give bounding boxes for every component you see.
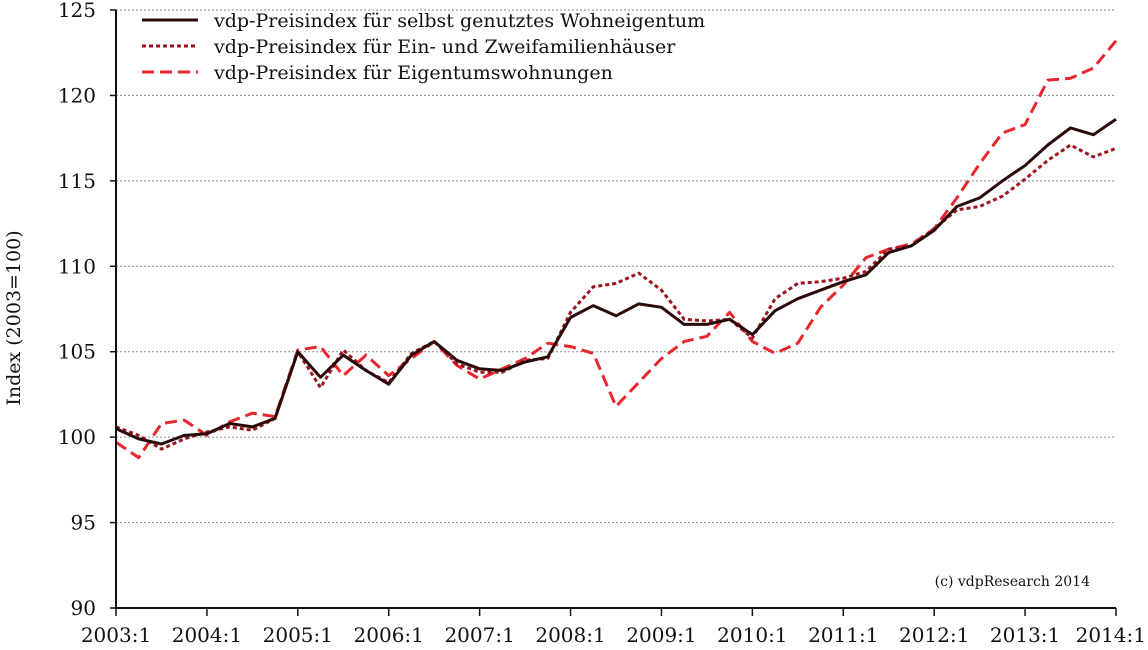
y-tick-label: 95	[71, 511, 96, 535]
y-tick-label: 100	[58, 425, 96, 449]
x-tick-label: 2003:1	[81, 623, 151, 647]
y-tick-labels: 90 95 100 105 110 115 120 125	[58, 0, 96, 620]
x-tick-label: 2007:1	[444, 623, 514, 647]
axes	[115, 10, 1116, 609]
x-tick-label: 2009:1	[626, 623, 696, 647]
x-tick-label: 2005:1	[263, 623, 333, 647]
x-tick-label: 2004:1	[172, 623, 242, 647]
series-lines	[115, 39, 1118, 460]
x-tick-label: 2012:1	[899, 623, 969, 647]
gridlines	[110, 9, 1116, 609]
x-tick-label: 2008:1	[535, 623, 605, 647]
legend: vdp-Preisindex für selbst genutztes Wohn…	[142, 10, 705, 84]
x-tick-labels: 2003:1 2004:1 2005:1 2006:1 2007:1 2008:1 2009…	[81, 608, 1146, 647]
legend-label-2: vdp-Preisindex für Ein- und Zweifamilien…	[213, 36, 676, 58]
y-tick-label: 120	[58, 83, 96, 107]
y-tick-label: 110	[58, 254, 96, 278]
series-line-3	[115, 39, 1118, 460]
series-line-1	[115, 118, 1117, 446]
legend-label-3: vdp-Preisindex für Eigentumswohnungen	[213, 62, 613, 84]
x-tick-label: 2010:1	[717, 623, 787, 647]
legend-label-1: vdp-Preisindex für selbst genutztes Wohn…	[213, 10, 705, 32]
copyright-note: (c) vdpResearch 2014	[935, 574, 1090, 590]
y-tick-label: 115	[58, 169, 96, 193]
y-tick-label: 125	[58, 0, 96, 22]
x-tick-label: 2013:1	[990, 623, 1060, 647]
y-axis-label: Index (2003=100)	[3, 230, 25, 405]
series-line-2	[115, 143, 1117, 451]
x-tick-label: 2011:1	[808, 623, 878, 647]
y-tick-label: 90	[71, 596, 96, 620]
y-tick-label: 105	[58, 340, 96, 364]
x-tick-label: 2006:1	[354, 623, 424, 647]
x-tick-label: 2014:1	[1076, 623, 1146, 647]
